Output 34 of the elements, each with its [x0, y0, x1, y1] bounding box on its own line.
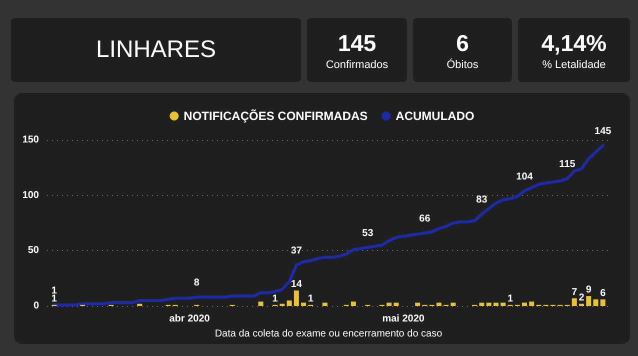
data-label: 6: [600, 288, 606, 299]
legend-label: NOTIFICAÇÕES CONFIRMADAS: [184, 109, 368, 123]
data-label: 1: [51, 293, 58, 304]
text: 6: [456, 29, 469, 57]
data-label: 83: [476, 194, 488, 206]
data-label: 1: [308, 293, 314, 304]
data-label: 7: [572, 286, 578, 298]
text: LINHARES: [96, 36, 216, 64]
data-label: 1: [507, 293, 514, 304]
data-label: 115: [559, 159, 576, 170]
data-label: 2: [578, 292, 585, 304]
y-tick-label: 100: [22, 190, 40, 201]
y-tick-label: 0: [33, 300, 40, 312]
data-label: 8: [194, 278, 200, 289]
text: 4,14%: [541, 29, 607, 57]
legend-label: ACUMULADO: [396, 109, 474, 123]
data-label: 145: [594, 126, 612, 138]
text: Confirmados: [326, 59, 388, 71]
x-axis-title: Data da coleta do exame ou encerramento do caso: [214, 328, 443, 340]
x-tick-label: abr 2020: [169, 314, 210, 324]
data-label: 37: [290, 246, 302, 257]
line-series: [52, 144, 604, 306]
data-label: 53: [362, 228, 374, 239]
text: Óbitos: [446, 59, 478, 71]
data-label: 9: [586, 284, 592, 296]
text: % Letalidade: [542, 59, 606, 71]
text: 145: [338, 29, 376, 57]
x-tick-label: mai 2020: [382, 314, 425, 324]
y-tick-label: 150: [22, 134, 40, 146]
data-label: 1: [272, 293, 278, 304]
y-tick-label: 50: [28, 245, 40, 256]
data-label: 66: [419, 213, 431, 224]
data-label: 104: [516, 171, 534, 182]
data-label: 14: [290, 279, 302, 290]
